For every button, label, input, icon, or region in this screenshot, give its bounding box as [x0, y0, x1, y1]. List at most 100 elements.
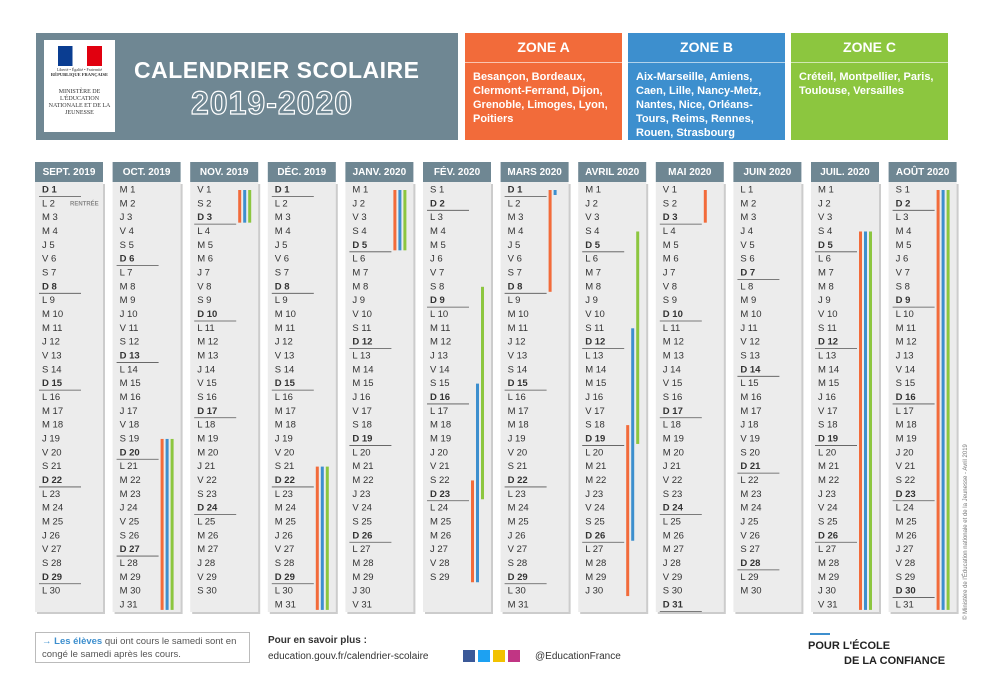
day: D 22 — [42, 475, 62, 486]
day: M 9 — [120, 295, 136, 306]
day: S 1 — [896, 185, 910, 196]
day: J 16 — [818, 392, 836, 403]
month-tab — [578, 162, 647, 182]
day: J 30 — [818, 586, 836, 597]
facebook-icon[interactable] — [463, 650, 475, 662]
day: M 18 — [896, 420, 917, 431]
vacation-bar — [243, 190, 247, 223]
day: L 27 — [585, 544, 603, 555]
republic: RÉPUBLIQUE FRANÇAISE — [50, 72, 109, 77]
day: M 21 — [352, 461, 373, 472]
zone-cities: Aix-Marseille, Amiens, Caen, Lille, Nanc… — [636, 71, 762, 139]
column — [655, 182, 724, 612]
day: M 19 — [663, 433, 684, 444]
day: J 11 — [740, 323, 757, 334]
ministry: MINISTÈRE DE L'ÉDUCATION NATIONALE ET DE… — [48, 89, 111, 116]
day: L 28 — [120, 558, 138, 569]
slogan-line: POUR L'ÉCOLE — [808, 640, 891, 652]
day: S 4 — [818, 226, 832, 237]
day: M 5 — [197, 240, 213, 251]
day: D 29 — [275, 572, 295, 583]
day: V 11 — [120, 323, 139, 334]
day: J 19 — [275, 433, 293, 444]
social-handle[interactable]: @EducationFrance — [535, 651, 621, 662]
twitter-icon[interactable] — [478, 650, 490, 662]
day: V 10 — [352, 309, 372, 320]
day: D 19 — [818, 433, 838, 444]
vacation-bar — [626, 425, 630, 597]
day: M 15 — [818, 378, 839, 389]
day: L 30 — [42, 586, 60, 597]
day: V 6 — [508, 254, 522, 265]
day: J 7 — [197, 267, 210, 278]
instagram-icon[interactable] — [508, 650, 520, 662]
day: D 8 — [508, 281, 523, 292]
day: M 2 — [120, 198, 136, 209]
day: D 5 — [352, 240, 368, 251]
day: M 3 — [508, 212, 524, 223]
vacation-bar — [471, 480, 474, 583]
month-tab — [655, 162, 724, 182]
day: V 10 — [818, 309, 838, 320]
day: D 3 — [663, 212, 678, 223]
month-tab — [733, 162, 802, 182]
day: S 19 — [120, 433, 140, 444]
day: M 26 — [197, 530, 218, 541]
vacation-bar — [170, 438, 174, 610]
day: L 16 — [42, 392, 60, 403]
vacation-bar — [398, 190, 402, 251]
url[interactable]: education.gouv.fr/calendrier-scolaire — [268, 651, 429, 662]
day: D 8 — [275, 281, 290, 292]
day: S 1 — [430, 185, 444, 196]
day: L 17 — [430, 406, 448, 417]
vacation-bar — [165, 438, 169, 610]
day: J 27 — [430, 544, 448, 555]
day: J 26 — [275, 530, 293, 541]
day: S 16 — [197, 392, 217, 403]
day: D 13 — [120, 350, 140, 361]
day: J 17 — [120, 406, 138, 417]
day: S 18 — [585, 420, 605, 431]
vacation-bar — [941, 190, 945, 610]
month-note: RENTRÉE — [70, 199, 99, 207]
day: D 6 — [120, 254, 135, 265]
day: D 17 — [197, 406, 217, 417]
day: L 1 — [740, 185, 753, 196]
day: V 8 — [197, 281, 211, 292]
vacation-bar — [238, 190, 242, 223]
day: S 7 — [42, 267, 56, 278]
column — [811, 182, 879, 612]
day: M 30 — [740, 586, 761, 597]
day: L 3 — [430, 212, 443, 223]
day: V 15 — [197, 378, 217, 389]
day: L 6 — [818, 254, 831, 265]
saturday-note: → Les élèves qui ont cours le samedi son… — [35, 632, 250, 663]
day: M 6 — [663, 254, 679, 265]
day: J 14 — [197, 364, 215, 375]
zone: ZONE B Aix-Marseille, Amiens, Caen, Lille… — [628, 33, 785, 140]
day: S 11 — [352, 323, 371, 334]
snapchat-icon[interactable] — [493, 650, 505, 662]
day: J 26 — [508, 530, 526, 541]
day: V 22 — [663, 475, 683, 486]
zone-cities: Créteil, Montpellier, Paris, Toulouse, V… — [799, 71, 934, 97]
day: M 8 — [585, 281, 601, 292]
day: L 2 — [275, 198, 288, 209]
day: D 1 — [42, 185, 58, 196]
day: D 15 — [508, 378, 529, 389]
day: L 29 — [740, 572, 758, 583]
day: S 30 — [197, 586, 217, 597]
day: J 18 — [740, 420, 758, 431]
day: S 25 — [818, 516, 838, 527]
day: M 24 — [740, 503, 761, 514]
day: L 17 — [896, 406, 914, 417]
day: L 23 — [42, 489, 60, 500]
day: V 5 — [740, 240, 754, 251]
day: J 13 — [896, 350, 914, 361]
month-name: FÉV. 2020 — [434, 165, 481, 178]
day: M 25 — [896, 516, 917, 527]
day: L 13 — [352, 350, 370, 361]
day: M 10 — [508, 309, 529, 320]
day: V 17 — [818, 406, 838, 417]
